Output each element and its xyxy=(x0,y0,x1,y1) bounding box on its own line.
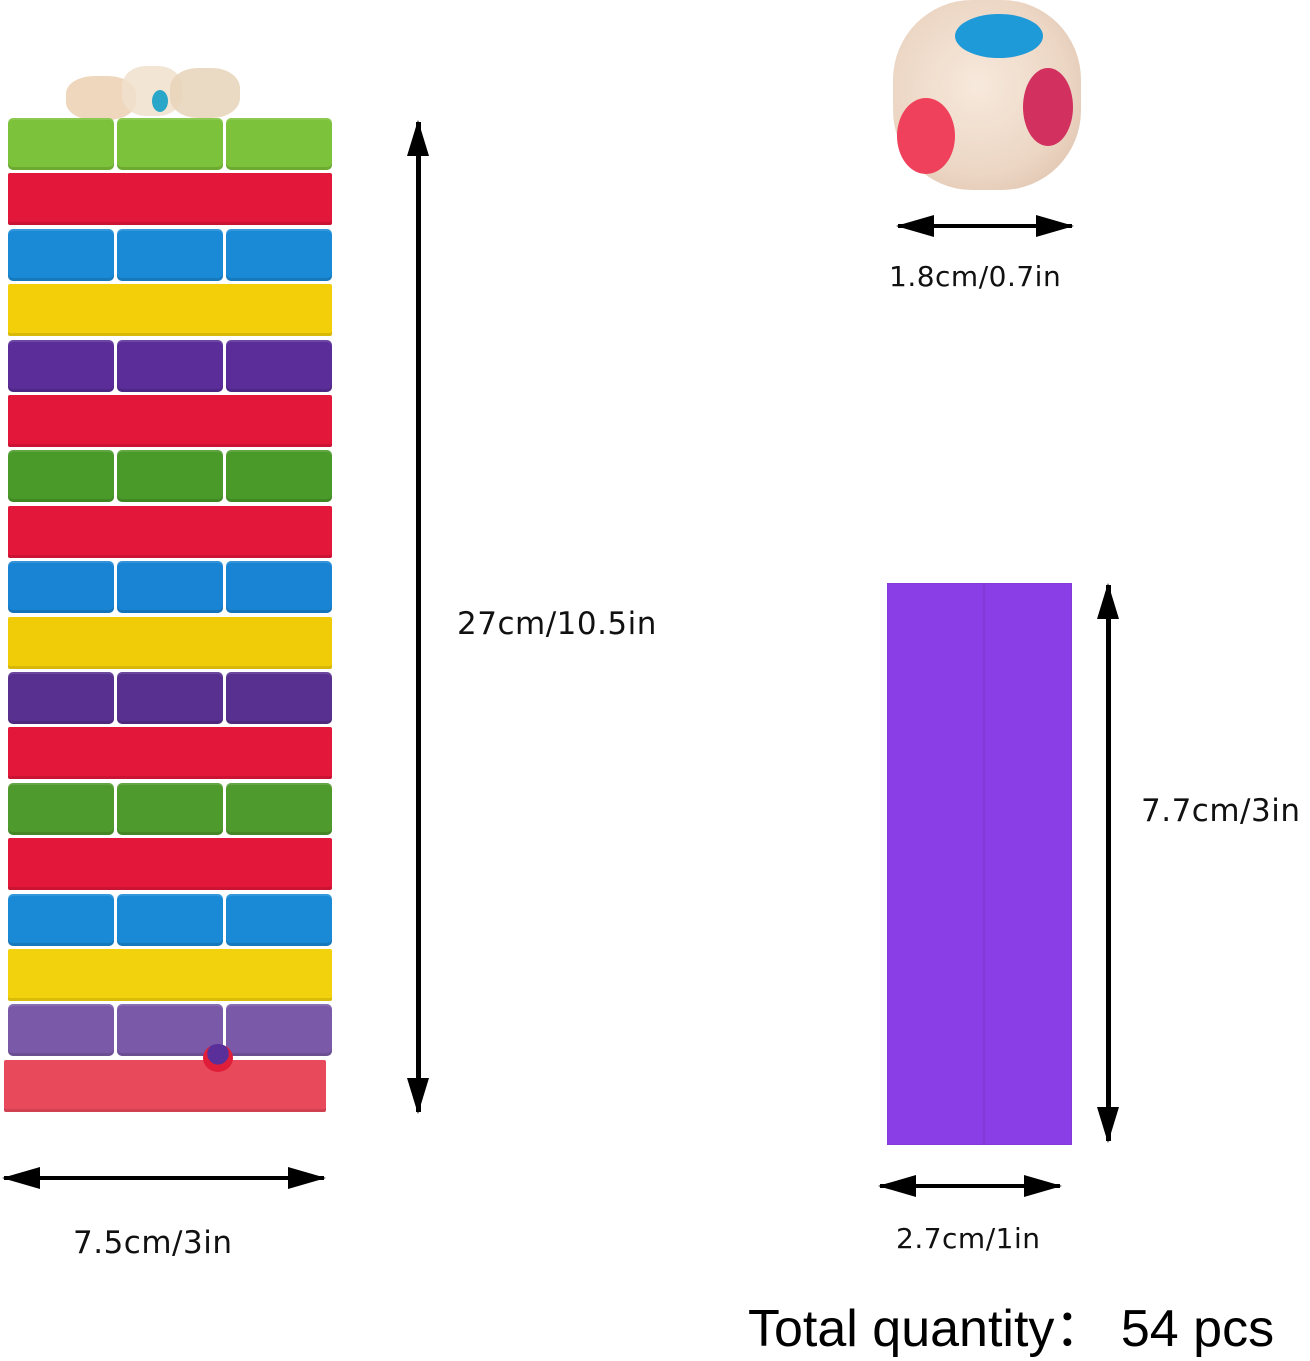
block-width-label: 2.7cm/1in xyxy=(896,1222,1041,1255)
tower-block xyxy=(8,949,332,1001)
tower-block xyxy=(226,561,332,614)
tower-block xyxy=(8,395,332,447)
die-pip-top xyxy=(955,14,1043,58)
tower-layer xyxy=(8,1004,332,1057)
total-quantity-label: Total quantity： 54 pcs xyxy=(748,1300,1275,1358)
tower-width-label: 7.5cm/3in xyxy=(73,1225,233,1261)
color-die xyxy=(893,0,1081,190)
tower-layer xyxy=(8,450,332,503)
block-height-arrow-icon xyxy=(1097,583,1119,1143)
tower-layer xyxy=(8,949,332,1001)
tower-block xyxy=(117,339,223,392)
sticker-mark xyxy=(203,1044,233,1073)
tower-block xyxy=(226,1004,332,1057)
tower-block xyxy=(117,228,223,281)
tower-layer xyxy=(8,727,332,780)
tower-layer xyxy=(8,616,332,669)
tower-block xyxy=(117,672,223,724)
tower-block xyxy=(8,450,114,503)
tower-layer xyxy=(8,339,332,392)
tower-layer xyxy=(8,838,332,891)
tower-block xyxy=(8,284,332,337)
tower-block xyxy=(8,339,114,392)
tower-layer xyxy=(8,561,332,614)
tower-block xyxy=(8,118,114,170)
single-block xyxy=(887,583,1072,1145)
tower-block xyxy=(226,450,332,503)
tower-layer xyxy=(8,395,332,447)
tower-layer xyxy=(8,173,332,226)
die-pip-right xyxy=(1023,68,1073,146)
tower-block xyxy=(8,782,114,835)
die-size-label: 1.8cm/0.7in xyxy=(889,260,1062,293)
tower-block xyxy=(8,505,332,558)
tower-block xyxy=(226,672,332,724)
block-width-arrow-icon xyxy=(878,1175,1062,1197)
tower-layer xyxy=(8,672,332,724)
tower-layer xyxy=(8,284,332,337)
tower-block xyxy=(117,782,223,835)
tower-block xyxy=(226,118,332,170)
tower-layer xyxy=(8,893,332,946)
tower-layer xyxy=(8,782,332,835)
tower-block xyxy=(117,561,223,614)
tower-block xyxy=(226,228,332,281)
tower-layer xyxy=(4,1059,326,1112)
die-width-arrow-icon xyxy=(896,215,1074,237)
tower-block xyxy=(117,450,223,503)
tower-block xyxy=(8,561,114,614)
tower-block xyxy=(226,782,332,835)
tower-block xyxy=(8,838,332,891)
tower-block xyxy=(117,118,223,170)
tower-block xyxy=(226,893,332,946)
tower-height-label: 27cm/10.5in xyxy=(457,606,657,642)
tower-block xyxy=(8,893,114,946)
tower-layer xyxy=(8,505,332,558)
tower-width-arrow-icon xyxy=(2,1167,326,1189)
tower-layer xyxy=(8,228,332,281)
tower-layer xyxy=(8,118,332,170)
tower-block xyxy=(8,616,332,669)
tower-block xyxy=(117,893,223,946)
tower-block xyxy=(8,672,114,724)
tower-block xyxy=(226,339,332,392)
tower-block xyxy=(8,228,114,281)
tower-block xyxy=(8,173,332,226)
tower-block xyxy=(8,727,332,780)
block-height-label: 7.7cm/3in xyxy=(1141,793,1301,829)
tower-block xyxy=(8,1004,114,1057)
tower-block xyxy=(117,1004,223,1057)
tower-height-arrow-icon xyxy=(407,120,429,1114)
tower-block xyxy=(4,1059,326,1112)
packaged-dice-cluster xyxy=(62,62,252,120)
die-pip-left xyxy=(897,98,955,174)
